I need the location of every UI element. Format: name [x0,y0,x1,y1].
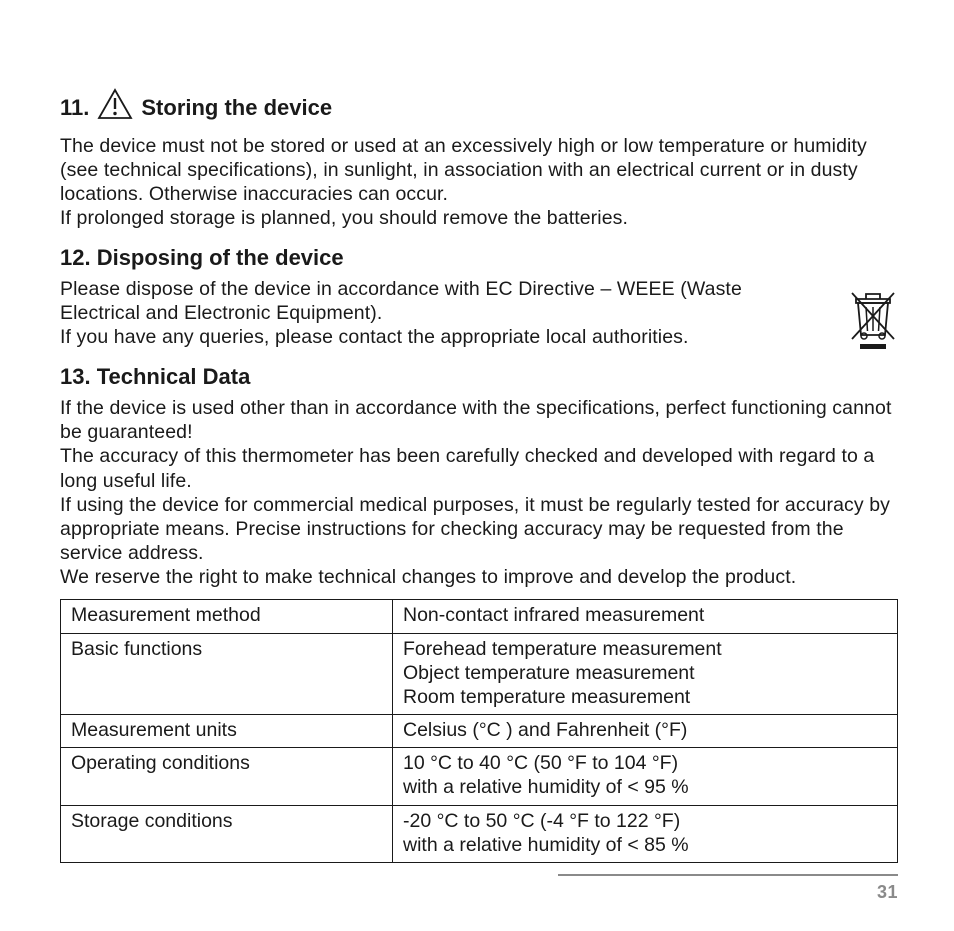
section-13-p2: The accuracy of this thermometer has bee… [60,444,898,492]
table-row: Storage conditions -20 °C to 50 °C (-4 °… [61,805,898,862]
footer-rule [558,874,898,876]
warning-triangle-icon [97,88,133,128]
page-number: 31 [558,882,898,903]
page-footer: 31 [558,874,898,903]
table-row: Measurement method Non-contact infrared … [61,600,898,633]
technical-data-tbody: Measurement method Non-contact infrared … [61,600,898,863]
td-label: Storage conditions [61,805,393,862]
td-label: Basic functions [61,633,393,715]
manual-page: 11. Storing the device The device must n… [0,0,954,863]
td-label: Operating conditions [61,748,393,805]
section-13-p3: If using the device for commercial medic… [60,493,898,566]
section-11-title: Storing the device [141,94,332,123]
section-11-p2: If prolonged storage is planned, you sho… [60,206,898,230]
table-row: Operating conditions 10 °C to 40 °C (50 … [61,748,898,805]
weee-crossed-bin-icon [848,289,898,356]
table-row: Basic functions Forehead temperature mea… [61,633,898,715]
td-label: Measurement method [61,600,393,633]
section-13-p4: We reserve the right to make technical c… [60,565,898,589]
td-value: -20 °C to 50 °C (-4 °F to 122 °F) with a… [393,805,898,862]
section-11-p1: The device must not be stored or used at… [60,134,898,207]
section-12-p2: If you have any queries, please contact … [60,325,812,349]
section-12-p1: Please dispose of the device in accordan… [60,277,812,325]
section-12-body: Please dispose of the device in accordan… [60,277,898,350]
section-11-heading: 11. Storing the device [60,88,898,128]
section-13-p1: If the device is used other than in acco… [60,396,898,444]
section-13-heading: 13. Technical Data [60,363,898,392]
td-value: Celsius (°C ) and Fahrenheit (°F) [393,715,898,748]
td-value: Non-contact infrared measurement [393,600,898,633]
table-row: Measurement units Celsius (°C ) and Fahr… [61,715,898,748]
section-13-body: If the device is used other than in acco… [60,396,898,589]
td-value: 10 °C to 40 °C (50 °F to 104 °F) with a … [393,748,898,805]
td-label: Measurement units [61,715,393,748]
technical-data-table: Measurement method Non-contact infrared … [60,599,898,863]
section-11-number: 11. [60,94,89,123]
td-value: Forehead temperature measurement Object … [393,633,898,715]
section-11-body: The device must not be stored or used at… [60,134,898,231]
section-12-heading: 12. Disposing of the device [60,244,898,273]
